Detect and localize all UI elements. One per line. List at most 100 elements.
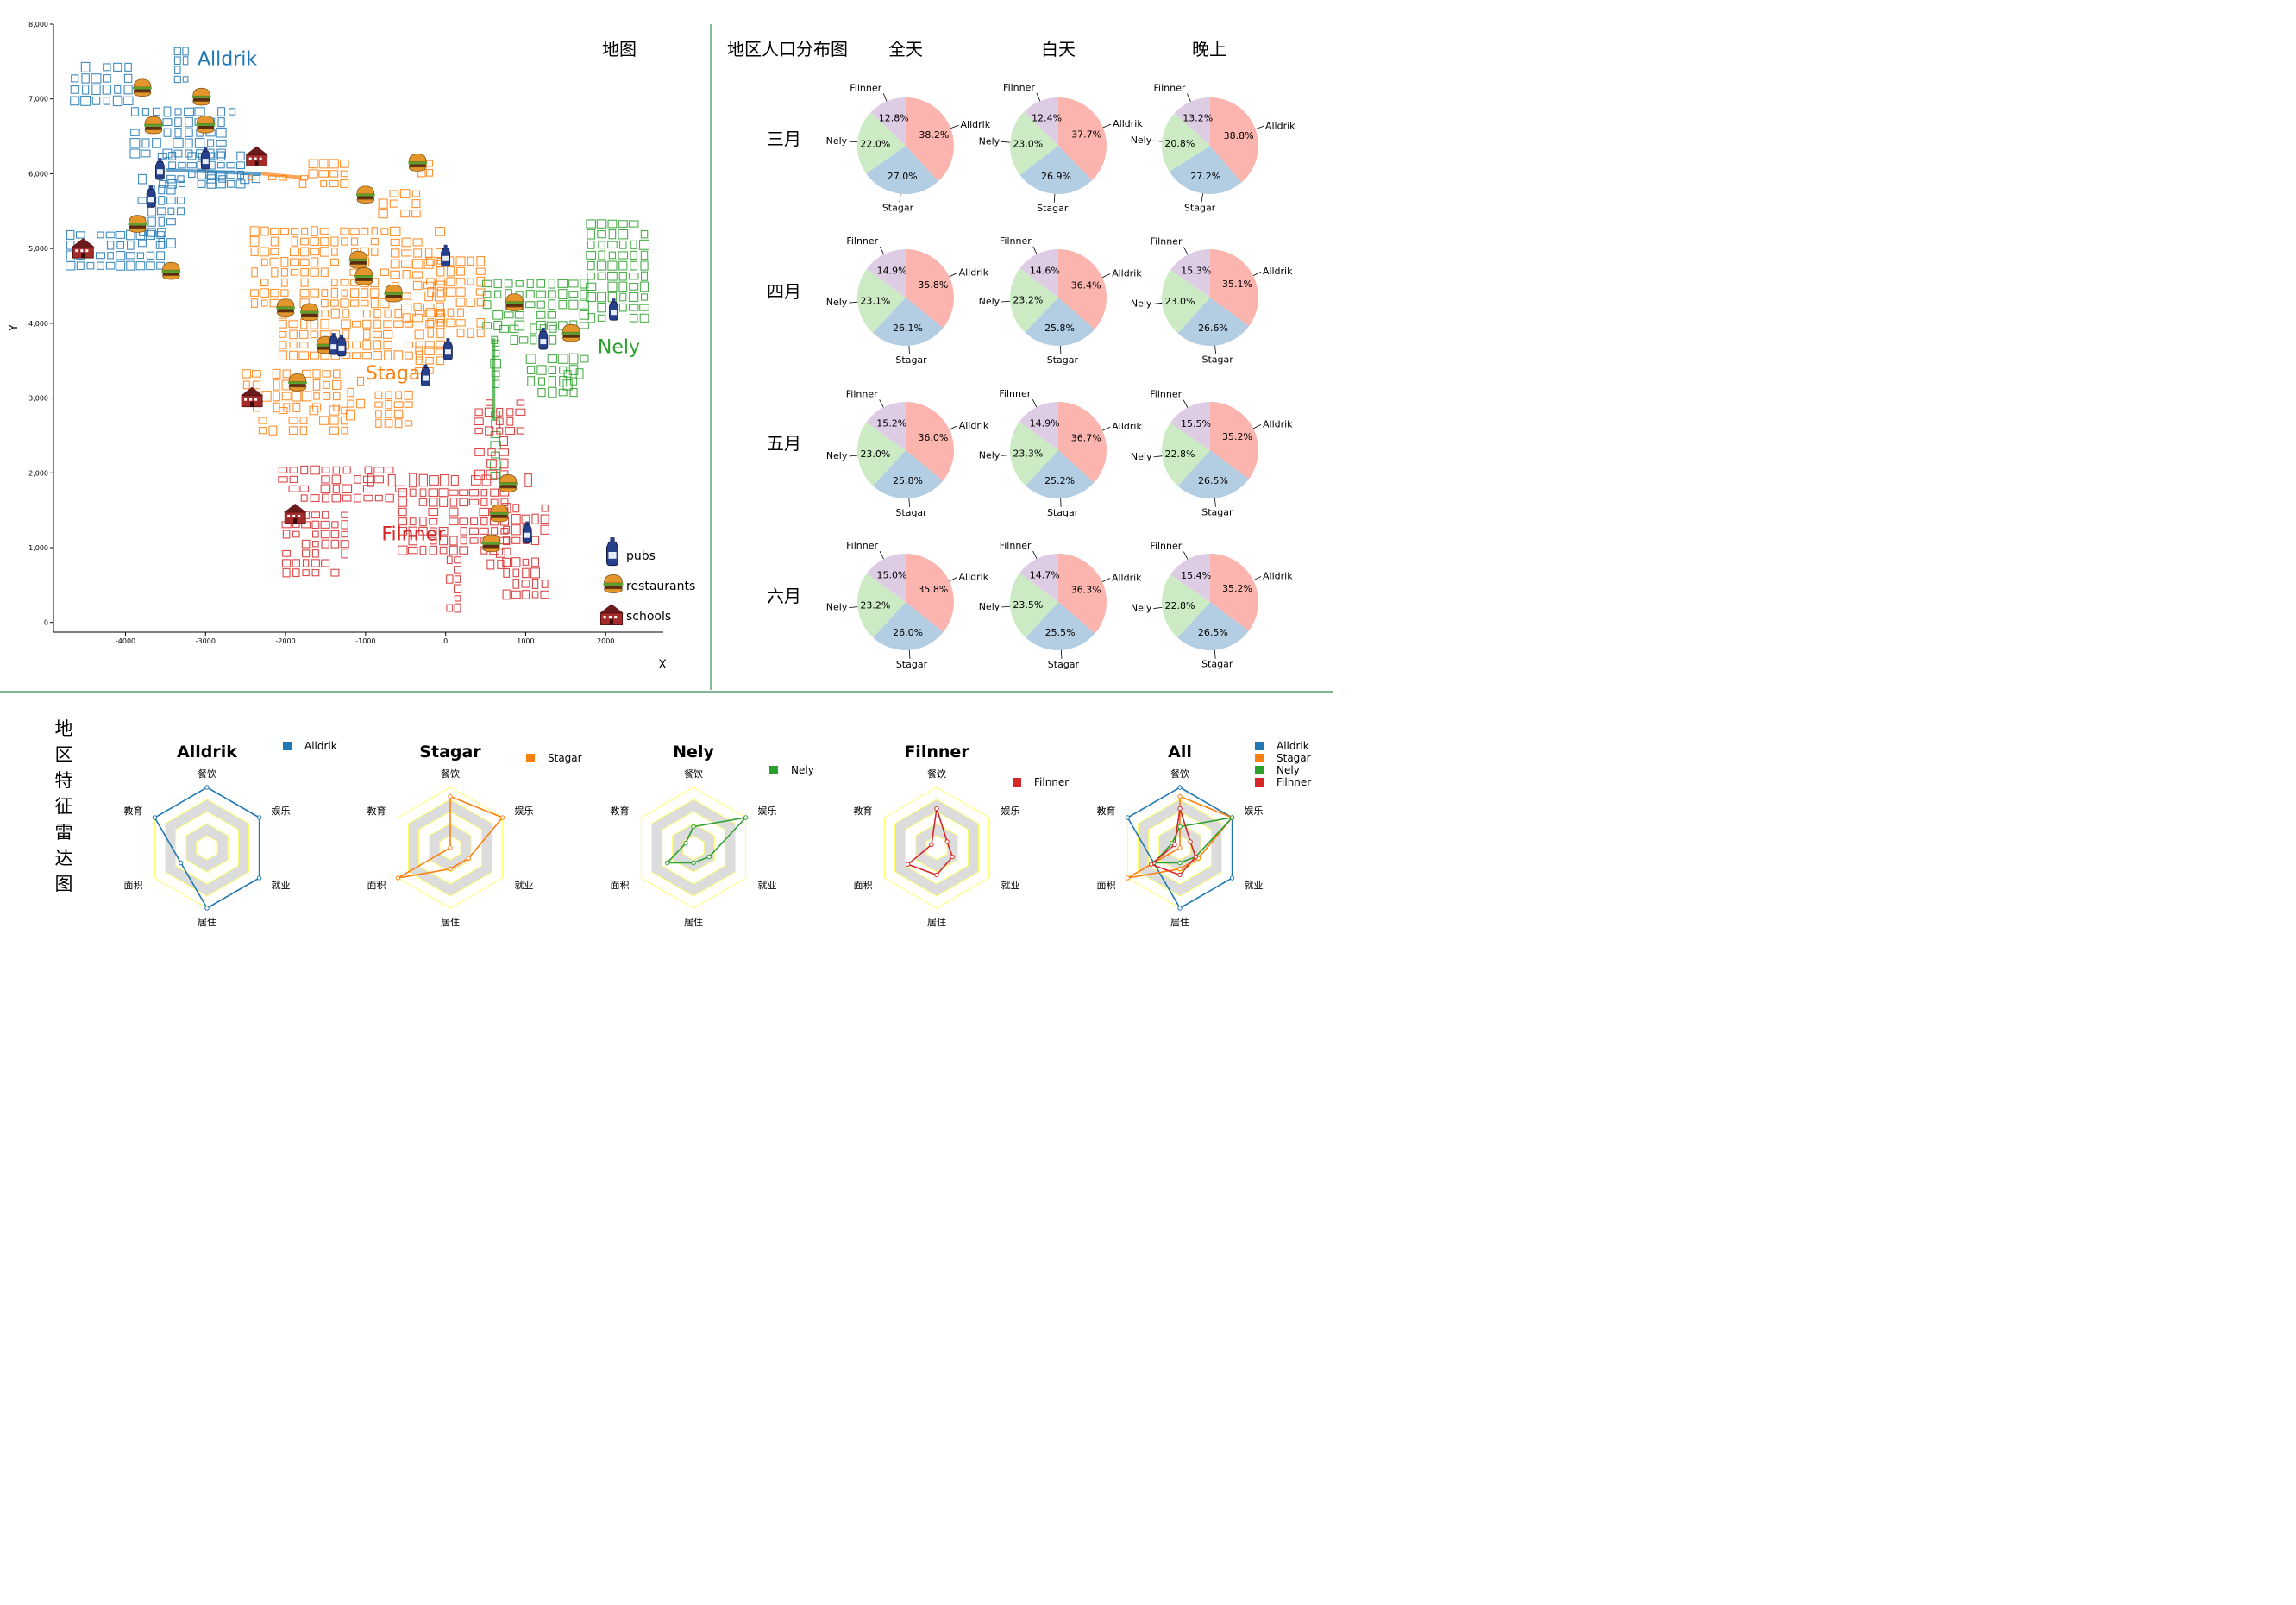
pie-leader-line <box>1214 649 1216 659</box>
restaurant-icon <box>498 474 518 492</box>
street-block <box>587 272 595 280</box>
street-block <box>341 549 348 559</box>
street-block <box>467 256 474 266</box>
street-block <box>329 179 339 188</box>
street-block <box>485 399 493 406</box>
pie-value-label: 25.8% <box>893 475 923 486</box>
street-block <box>548 366 557 374</box>
street-block <box>137 197 147 204</box>
street-block <box>321 289 329 298</box>
radar-point <box>1177 785 1183 790</box>
street-block <box>412 238 423 247</box>
pie-category-label: Filnner <box>1154 83 1186 94</box>
street-block <box>271 267 279 278</box>
street-block <box>385 399 392 410</box>
radar-point <box>1177 866 1183 872</box>
pie-leader-line <box>849 606 858 609</box>
radar-axis-label: 餐饮 <box>927 768 946 780</box>
street-block <box>482 322 492 329</box>
street-block <box>474 448 485 456</box>
street-block <box>106 241 115 250</box>
pie-slice-stagar <box>866 146 938 195</box>
pie-chart: 36.3% Alldrik 25.5% Stagar 23.5% Nely 14.7% Fil… <box>979 540 1142 670</box>
street-block <box>341 511 349 518</box>
street-block <box>476 255 486 266</box>
restaurant-icon <box>348 250 368 269</box>
street-block <box>371 248 379 256</box>
street-block <box>331 493 342 503</box>
pie-slice-filnner <box>1019 249 1058 298</box>
street-block <box>288 426 298 436</box>
street-block <box>401 260 412 268</box>
street-block <box>289 247 300 257</box>
pie-value-label: 23.0% <box>1164 296 1195 307</box>
street-block <box>515 280 524 287</box>
street-block <box>401 237 411 248</box>
street-block <box>216 139 227 147</box>
pie-category-label: Nely <box>979 449 1001 461</box>
pie-slice-alldrik <box>1210 249 1259 327</box>
x-tick-label: -1000 <box>355 637 375 645</box>
street-block <box>389 226 401 237</box>
radar-axis-label: 教育 <box>854 805 873 817</box>
street-block <box>311 257 319 267</box>
pie-column-daytime: 白天 <box>1041 39 1076 60</box>
street-block <box>342 309 350 318</box>
street-block <box>166 197 176 204</box>
radar-axis-label: 就业 <box>271 879 290 891</box>
street-block <box>323 380 330 389</box>
pie-panel: 地区人口分布图 全天 白天 晚上 三月 四月 五月 六月 38.2% Alldri… <box>727 39 1295 670</box>
radar-axis-label: 面积 <box>367 880 386 891</box>
street-block <box>398 526 408 536</box>
street-block <box>531 513 539 524</box>
pie-leader-line <box>882 93 888 102</box>
street-block <box>491 370 500 378</box>
street-block <box>439 497 449 507</box>
street-block <box>502 536 511 546</box>
pie-category-label: Nely <box>1131 451 1152 462</box>
street-block <box>302 369 311 378</box>
pie-category-label: Filnner <box>846 388 878 399</box>
street-block <box>113 62 122 72</box>
street-block <box>527 376 535 386</box>
street-block <box>480 498 488 506</box>
street-block <box>486 559 495 570</box>
pie-value-label: 14.6% <box>1030 265 1060 276</box>
radar-axis-label: 娱乐 <box>757 805 776 817</box>
street-block <box>618 251 629 260</box>
street-block <box>378 209 388 219</box>
street-block <box>177 175 185 184</box>
street-block <box>289 350 298 360</box>
street-block <box>424 248 433 259</box>
pie-value-label: 35.2% <box>1222 583 1252 594</box>
street-block <box>280 267 288 277</box>
street-block <box>124 62 132 72</box>
street-block <box>135 261 146 271</box>
radar-axis-label: 娱乐 <box>1001 805 1019 817</box>
street-block <box>426 256 436 266</box>
pie-leader-line <box>1001 300 1011 303</box>
street-block <box>167 207 175 216</box>
street-block <box>446 555 453 565</box>
street-block <box>502 589 511 600</box>
street-block <box>349 299 360 307</box>
radar-point <box>905 862 911 867</box>
street-block <box>390 248 400 258</box>
street-block <box>436 278 445 285</box>
x-axis-label: X <box>658 658 667 672</box>
pie-category-label: Alldrik <box>1113 118 1143 129</box>
pie-slice-nely <box>1162 574 1210 638</box>
pie-leader-line <box>1255 125 1264 130</box>
street-block <box>569 388 578 398</box>
pie-category-label: Filnner <box>1151 235 1183 247</box>
street-block <box>499 536 510 545</box>
pie-category-label: Stagar <box>1048 659 1080 670</box>
radar-axis-label: 教育 <box>367 805 386 817</box>
street-block <box>313 392 320 400</box>
street-block <box>404 342 414 348</box>
pie-value-label: 26.9% <box>1041 171 1071 182</box>
street-block <box>322 392 331 400</box>
street-block <box>580 289 589 299</box>
street-block <box>252 380 261 390</box>
